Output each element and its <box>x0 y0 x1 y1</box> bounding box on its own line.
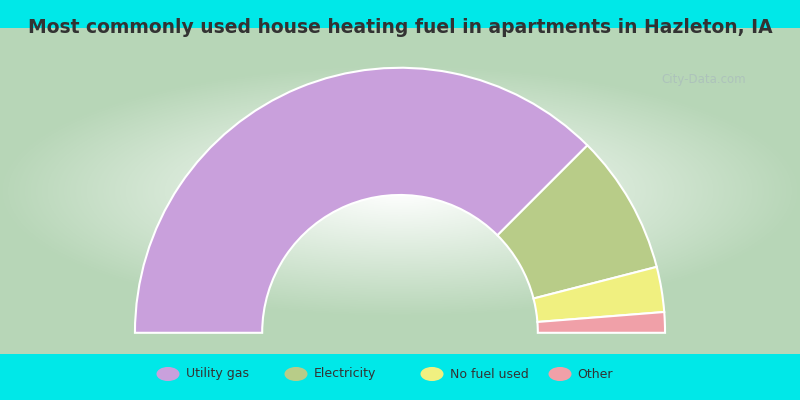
Wedge shape <box>135 68 587 333</box>
Text: Other: Other <box>578 368 613 380</box>
Wedge shape <box>538 312 665 333</box>
Text: Utility gas: Utility gas <box>186 368 249 380</box>
Text: City-Data.com: City-Data.com <box>662 74 746 86</box>
Text: Most commonly used house heating fuel in apartments in Hazleton, IA: Most commonly used house heating fuel in… <box>28 18 772 37</box>
Ellipse shape <box>285 367 307 381</box>
Ellipse shape <box>421 367 443 381</box>
Text: Electricity: Electricity <box>314 368 376 380</box>
Wedge shape <box>498 145 657 298</box>
Ellipse shape <box>157 367 179 381</box>
Wedge shape <box>534 267 664 322</box>
Text: No fuel used: No fuel used <box>450 368 528 380</box>
Ellipse shape <box>549 367 571 381</box>
